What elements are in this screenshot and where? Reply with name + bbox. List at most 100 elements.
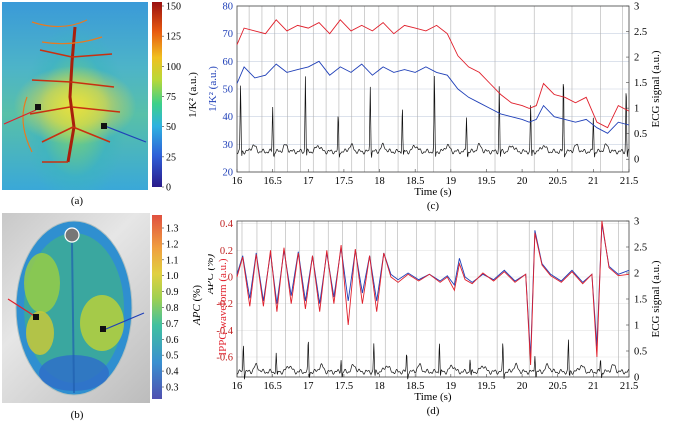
x-tick-label: 17.5 [335, 176, 353, 187]
x-tick-label: 19 [446, 381, 457, 392]
plot-frame [236, 5, 630, 173]
y-left-tick-label: -0.6 [216, 353, 233, 364]
y-right-tick-label: 0.5 [634, 129, 647, 140]
x-axis-label: Time (s) [414, 186, 452, 198]
x-tick-label: 20.5 [549, 381, 567, 392]
panel-a-heatmap [2, 2, 148, 190]
colorbar-tick-label: 1.3 [166, 224, 179, 235]
panel-b-map [7, 220, 145, 396]
blue-roi-marker [101, 123, 107, 129]
ecg-trace [236, 339, 630, 380]
y-right-tick-label: 3 [634, 2, 639, 13]
x-tick-label: 21.5 [620, 176, 638, 187]
x-tick-label: 18 [374, 381, 385, 392]
y-left-tick-label: 0 [228, 273, 233, 284]
colorbar-tick-label: 1.2 [166, 239, 179, 250]
colorbar-tick-label: 75 [166, 92, 176, 103]
y-right-tick-label: 2 [634, 269, 639, 280]
y-left-tick-label: 60 [223, 57, 234, 68]
x-tick-label: 19.5 [477, 381, 495, 392]
panel-a-caption: (a) [71, 195, 84, 207]
panel-b-colorbar-ticks: 1.3 1.2 1.1 1.0 0.9 0.8 0.7 0.6 0.5 0.4 0.3 [162, 224, 179, 394]
x-tick-label: 17 [303, 381, 314, 392]
x-tick-label: 21 [588, 176, 599, 187]
colorbar-tick-label: 0.3 [166, 383, 179, 394]
red-roi-marker [35, 104, 41, 110]
chart-caption: (d) [427, 405, 440, 417]
x-tick-label: 17 [303, 176, 314, 187]
panel-b-colorbar-label: APC (%) [191, 285, 203, 326]
x-tick-label: 21.5 [620, 381, 638, 392]
y-right-axis-label: ECG signal (a.u.) [650, 50, 662, 127]
y-right-tick-label: 1.5 [634, 78, 647, 89]
series-line-e0202c [236, 19, 630, 129]
panel-a-vessels [3, 19, 147, 163]
y-right-tick-label: 3 [634, 217, 639, 228]
colorbar-tick-label: 0.9 [166, 287, 179, 298]
y-left-axis-label: 1/K² (a.u.) [208, 66, 219, 112]
colorbar-tick-label: 0.7 [166, 319, 179, 330]
x-tick-label: 17.5 [335, 381, 353, 392]
y-left-tick-label: 0.4 [220, 219, 234, 230]
chart-caption: (c) [427, 200, 440, 212]
x-tick-label: 16.5 [263, 381, 281, 392]
x-tick-label: 20 [517, 381, 528, 392]
panel-a-colorbar [152, 2, 162, 187]
y-right-tick-label: 1.5 [634, 295, 647, 306]
red-roi-marker [33, 314, 39, 320]
colorbar-tick-label: 125 [166, 32, 181, 43]
x-tick-label: 18 [374, 176, 385, 187]
y-left-axis-label-apc: APC (%) [208, 254, 216, 295]
x-tick-label: 16.5 [263, 176, 281, 187]
blue-roi-marker [100, 326, 106, 332]
y-left-tick-label: 80 [223, 2, 234, 13]
y-right-tick-label: 2 [634, 53, 639, 64]
ecg-trace [236, 75, 630, 158]
colorbar-tick-label: 0.8 [166, 303, 179, 314]
y-left-tick-label: 30 [223, 140, 234, 151]
y-left-axis-label-ippg: IPPG waveform (a.u.) [217, 258, 229, 355]
y-left-tick-label: 0.2 [220, 246, 233, 257]
colorbar-tick-label: 1.1 [166, 255, 179, 266]
y-right-axis-label: ECG signal (a.u.) [650, 260, 662, 337]
y-right-tick-label: 0.5 [634, 347, 647, 358]
x-tick-label: 18.5 [406, 176, 424, 187]
plot-frame [236, 220, 630, 378]
y-right-tick-label: 1 [634, 321, 639, 332]
y-right-tick-label: 2.5 [634, 243, 647, 254]
y-right-tick-label: 0 [634, 155, 639, 166]
y-left-tick-label: -0.2 [216, 299, 233, 310]
colorbar-tick-label: 0.4 [166, 367, 179, 378]
panel-b-colorbar [152, 215, 162, 399]
y-left-tick-label: -0.4 [216, 326, 233, 337]
y-right-tick-label: 2.5 [634, 27, 647, 38]
panel-b [0, 213, 170, 413]
chart-d: 16 16.5 17 17.5 18 18.5 19 19.5 20 20.5 2 1 21.5 Time… [208, 217, 662, 418]
map-annotations: 150 125 100 75 50 25 0 1.3 1.2 1.1 1.0 0.9 0.8 0.7 0.… [71, 2, 203, 422]
series-line-2040b8 [236, 223, 630, 358]
x-tick-label: 19.5 [477, 176, 495, 187]
x-tick-label: 19 [446, 176, 457, 187]
panel-a-colorbar-label: 1/K² (a.u.) [187, 72, 199, 118]
y-right-tick-label: 1 [634, 104, 639, 115]
colorbar-tick-label: 100 [166, 62, 181, 73]
colorbar-tick-label: 0 [166, 183, 171, 194]
panel-b-caption: (b) [71, 409, 84, 421]
x-tick-label: 20.5 [549, 176, 567, 187]
x-tick-label: 16 [232, 176, 243, 187]
colorbar-tick-label: 0.6 [166, 335, 179, 346]
y-left-tick-label: 50 [223, 85, 234, 96]
x-tick-label: 16 [232, 381, 243, 392]
colorbar-tick-label: 1.0 [166, 271, 179, 282]
series-line-e0202c [236, 220, 630, 366]
y-left-tick-label: 40 [223, 112, 234, 123]
y-left-tick-label: 70 [223, 29, 234, 40]
x-axis-label: Time (s) [414, 391, 452, 403]
x-tick-label: 20 [517, 176, 528, 187]
panel-a-colorbar-ticks: 150 125 100 75 50 25 0 [162, 2, 181, 194]
x-tick-label: 18.5 [406, 381, 424, 392]
panel-a [0, 0, 162, 200]
colorbar-tick-label: 25 [166, 152, 176, 163]
colorbar-tick-label: 0.5 [166, 351, 179, 362]
y-left-tick-label: 20 [223, 168, 234, 179]
